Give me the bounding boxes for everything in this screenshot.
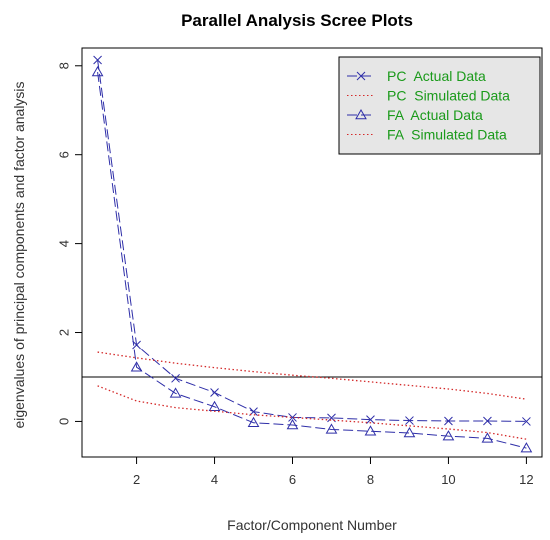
legend-label-2: FA Actual Data [387,107,483,123]
series-0-point-11 [483,416,492,426]
legend-label-3: FA Simulated Data [387,127,507,143]
series-2-point-2 [130,361,143,372]
series-2-point-11 [481,432,494,443]
legend-marker-0 [356,71,366,81]
x-tick-label-6: 6 [289,472,296,487]
legend-label-1: PC Simulated Data [387,88,510,104]
series-2-line [97,71,527,449]
series-0-point-4 [210,388,219,397]
series-1-line [97,351,527,400]
series-0-point-12 [522,417,531,426]
series-2-point-7 [325,423,338,434]
series-2-point-12 [520,442,533,453]
series-0-point-10 [444,416,453,426]
chart-title: Parallel Analysis Scree Plots [181,11,413,30]
series-2-point-1 [91,65,104,77]
series-2-point-4 [208,400,221,412]
x-axis-label: Factor/Component Number [227,517,397,533]
legend-label-0: PC Actual Data [387,68,486,84]
series-0-line [97,59,527,422]
series-0-point-1 [93,55,102,65]
series-3-line [97,385,527,440]
series-2-point-10 [442,430,455,441]
series-2-point-5 [247,416,260,428]
x-tick-label-4: 4 [211,472,218,487]
series-0-point-2 [132,340,141,350]
legend: PC Actual Data PC Simulated Data FA Actual… [338,56,541,155]
plot-frame [81,47,543,458]
series-2-point-3 [169,387,182,398]
series-0-point-9 [405,416,414,425]
series-0-point-6 [288,413,297,422]
y-tick-label-0: 0 [56,418,71,425]
x-tick-label-2: 2 [133,472,140,487]
series-2-point-8 [364,425,377,436]
y-axis-label: eigenvalues of principal components and … [11,81,27,428]
plot-area: 2 4 6 8 10 12 0 2 4 6 8 [56,47,543,487]
series-2-point-9 [403,426,416,438]
x-tick-label-12: 12 [519,472,533,487]
series-2-point-6 [286,418,299,430]
x-tick-label-8: 8 [367,472,374,487]
legend-box [338,56,541,155]
legend-marker-2 [355,108,367,120]
y-tick-label-4: 4 [56,240,71,247]
series-0-point-8 [366,415,375,425]
y-tick-label-2: 2 [56,329,71,336]
y-tick-label-8: 8 [56,62,71,69]
series-0-point-3 [171,373,180,383]
y-tick-label-6: 6 [56,151,71,158]
x-tick-label-10: 10 [441,472,455,487]
